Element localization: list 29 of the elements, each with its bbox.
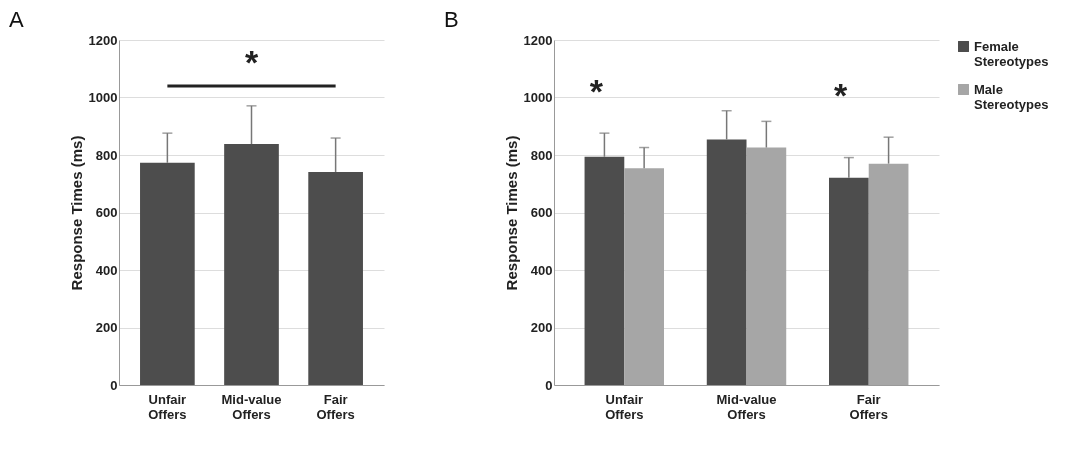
y-axis-title: Response Times (ms) <box>67 135 85 291</box>
y-tick-label: 600 <box>95 205 118 220</box>
y-tick-label: 200 <box>95 320 118 335</box>
annotation: * <box>244 43 259 81</box>
legend-label: Male Stereotypes <box>974 81 1049 112</box>
x-tick-label: Fair Offers <box>316 391 355 422</box>
annotation: * <box>589 72 604 111</box>
y-tick-label: 400 <box>95 262 118 278</box>
x-tick-label: Unfair Offers <box>148 391 187 422</box>
y-tick-label: 1000 <box>88 90 118 105</box>
y-tick-label: 0 <box>545 377 553 393</box>
y-axis-title: Response Times (ms) <box>502 135 520 291</box>
chart-title: B <box>444 7 459 32</box>
y-tick-label: 1200 <box>88 32 118 48</box>
y-tick-label: 0 <box>110 377 118 393</box>
y-tick-label: 1000 <box>523 90 553 105</box>
y-tick-label: 800 <box>95 147 118 163</box>
legend-label: Female Stereotypes <box>974 38 1049 69</box>
chart-title: A <box>9 7 25 32</box>
x-tick-label: Mid-value Offers <box>716 391 777 422</box>
x-tick-label: Mid-value Offers <box>221 391 282 422</box>
y-tick-label: 1200 <box>523 32 553 48</box>
x-tick-label: Fair Offers <box>849 391 888 422</box>
x-tick-label: Unfair Offers <box>605 391 644 422</box>
y-tick-label: 200 <box>530 320 553 335</box>
annotation: * <box>834 76 849 115</box>
y-tick-label: 600 <box>530 205 553 220</box>
y-tick-label: 400 <box>530 262 553 278</box>
y-tick-label: 800 <box>530 147 553 163</box>
